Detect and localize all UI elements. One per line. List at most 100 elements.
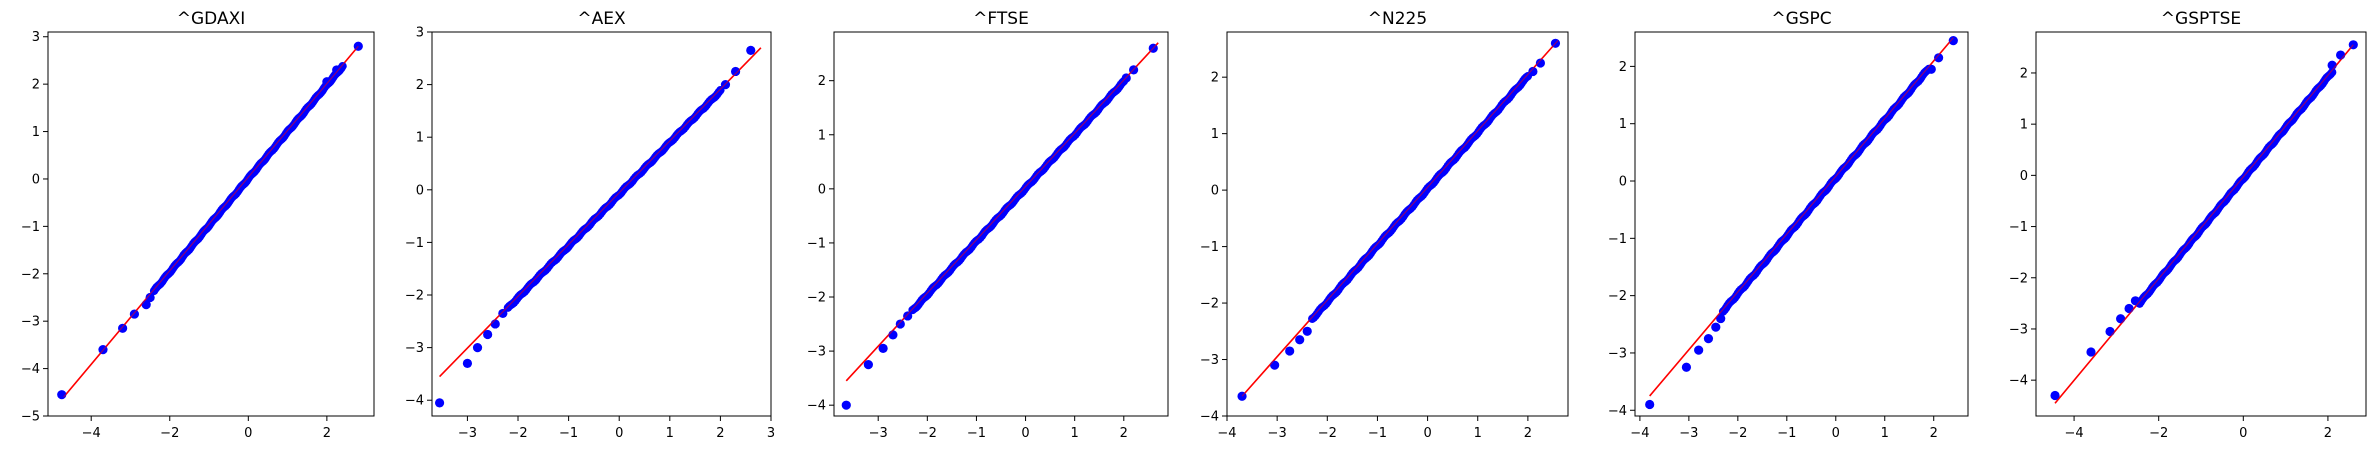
fit-line-overlay — [1241, 40, 1559, 397]
data-point — [472, 343, 483, 353]
x-tick-label: 0 — [1423, 426, 1431, 441]
y-tick-label: −3 — [21, 315, 40, 330]
x-tick-label: 2 — [1930, 426, 1938, 441]
fit-line-overlay — [63, 45, 359, 398]
x-tick-label: −2 — [918, 426, 937, 441]
y-tick-label: −4 — [1200, 410, 1219, 425]
x-tick-label: 1 — [1474, 426, 1482, 441]
data-point — [2130, 296, 2141, 306]
y-tick-label: −3 — [2009, 322, 2028, 337]
y-tick-label: 1 — [1619, 117, 1627, 132]
x-tick-label: 0 — [1021, 426, 1029, 441]
x-tick-label: −2 — [1318, 426, 1337, 441]
y-tick-label: 1 — [818, 128, 826, 143]
axes-frame — [833, 31, 1169, 417]
y-tick-label: 0 — [32, 172, 40, 187]
panel-title: ^GSPC — [1771, 9, 1831, 29]
data-point — [1926, 64, 1936, 74]
data-point — [1948, 35, 1958, 46]
x-tick-label: −3 — [458, 426, 477, 441]
y-tick-label: −1 — [21, 220, 40, 235]
data-point — [1645, 399, 1655, 410]
axes-frame — [1226, 31, 1569, 417]
data-point — [1302, 326, 1312, 336]
y-tick-label: 1 — [416, 131, 424, 146]
x-tick-label: 0 — [1832, 426, 1840, 441]
y-tick-label: 3 — [416, 26, 424, 41]
data-point — [483, 329, 493, 340]
y-tick-label: 0 — [2020, 169, 2028, 184]
y-tick-label: −5 — [21, 410, 40, 425]
y-tick-label: −1 — [1608, 232, 1627, 247]
x-tick-label: −1 — [559, 426, 578, 441]
y-tick-label: 2 — [818, 74, 826, 89]
fit-line-overlay — [1649, 37, 1954, 397]
y-tick-label: 2 — [1619, 60, 1627, 75]
y-tick-label: −2 — [1200, 297, 1219, 312]
y-tick-label: 1 — [2020, 118, 2028, 133]
axes-frame — [2035, 31, 2367, 417]
y-tick-label: −2 — [1608, 289, 1627, 304]
x-tick-label: −4 — [2064, 426, 2083, 441]
data-point — [145, 292, 155, 303]
data-point — [1528, 66, 1538, 77]
y-tick-label: −3 — [405, 341, 424, 356]
data-point — [2116, 314, 2126, 324]
x-tick-label: −2 — [160, 426, 179, 441]
fit-line-overlay — [439, 47, 762, 377]
x-tick-label: 1 — [1881, 426, 1889, 441]
data-point — [434, 398, 445, 408]
y-tick-label: −3 — [807, 345, 826, 360]
y-tick-label: −2 — [21, 267, 40, 282]
axes-frame — [431, 31, 772, 417]
y-tick-label: −1 — [2009, 220, 2028, 235]
x-tick-label: 0 — [2239, 426, 2247, 441]
qq-panel: ^GSPC −4 −3 −2 −1 0 1 2 −4 −3 −2 −1 0 1 2 — [1608, 9, 1969, 441]
y-tick-label: 0 — [1211, 184, 1219, 199]
data-point — [888, 330, 898, 340]
y-tick-label: 0 — [416, 183, 424, 198]
y-tick-label: −4 — [2009, 374, 2028, 389]
plot-area — [434, 45, 762, 408]
panel-title: ^N225 — [1368, 9, 1427, 29]
x-tick-label: 2 — [323, 426, 331, 441]
x-tick-label: 2 — [716, 426, 724, 441]
y-tick-label: −3 — [1608, 346, 1627, 361]
x-tick-label: −4 — [1217, 426, 1236, 441]
y-tick-label: 1 — [32, 125, 40, 140]
y-tick-label: 0 — [818, 182, 826, 197]
plot-area — [2050, 40, 2358, 404]
y-tick-label: −2 — [405, 289, 424, 304]
y-tick-label: 2 — [32, 78, 40, 93]
x-tick-label: 0 — [615, 426, 623, 441]
data-point — [1716, 313, 1726, 324]
y-tick-label: 2 — [2020, 66, 2028, 81]
data-point — [2124, 303, 2134, 314]
fit-line-overlay — [845, 42, 1159, 382]
data-point — [2327, 60, 2337, 70]
data-point — [1703, 334, 1714, 344]
fit-line-overlay — [2054, 44, 2354, 404]
data-point — [863, 360, 873, 370]
data-point — [2086, 347, 2096, 357]
panel-title: ^FTSE — [973, 9, 1029, 29]
y-tick-label: −4 — [807, 399, 826, 414]
y-tick-label: −1 — [1200, 240, 1219, 255]
panel-title: ^AEX — [577, 9, 626, 29]
data-point — [1711, 322, 1721, 332]
y-tick-label: 3 — [32, 30, 40, 45]
data-point — [332, 65, 342, 75]
data-point — [746, 45, 756, 56]
data-point — [2050, 390, 2060, 401]
panel-title: ^GDAXI — [177, 9, 246, 29]
x-tick-label: −1 — [1777, 426, 1796, 441]
y-tick-label: −2 — [2009, 271, 2028, 286]
data-point — [2327, 68, 2337, 77]
x-tick-label: 2 — [1120, 426, 1128, 441]
x-tick-label: 2 — [1524, 426, 1532, 441]
x-tick-label: −4 — [82, 426, 101, 441]
data-point — [118, 323, 128, 333]
x-tick-label: 1 — [666, 426, 674, 441]
x-tick-label: −3 — [869, 426, 888, 441]
